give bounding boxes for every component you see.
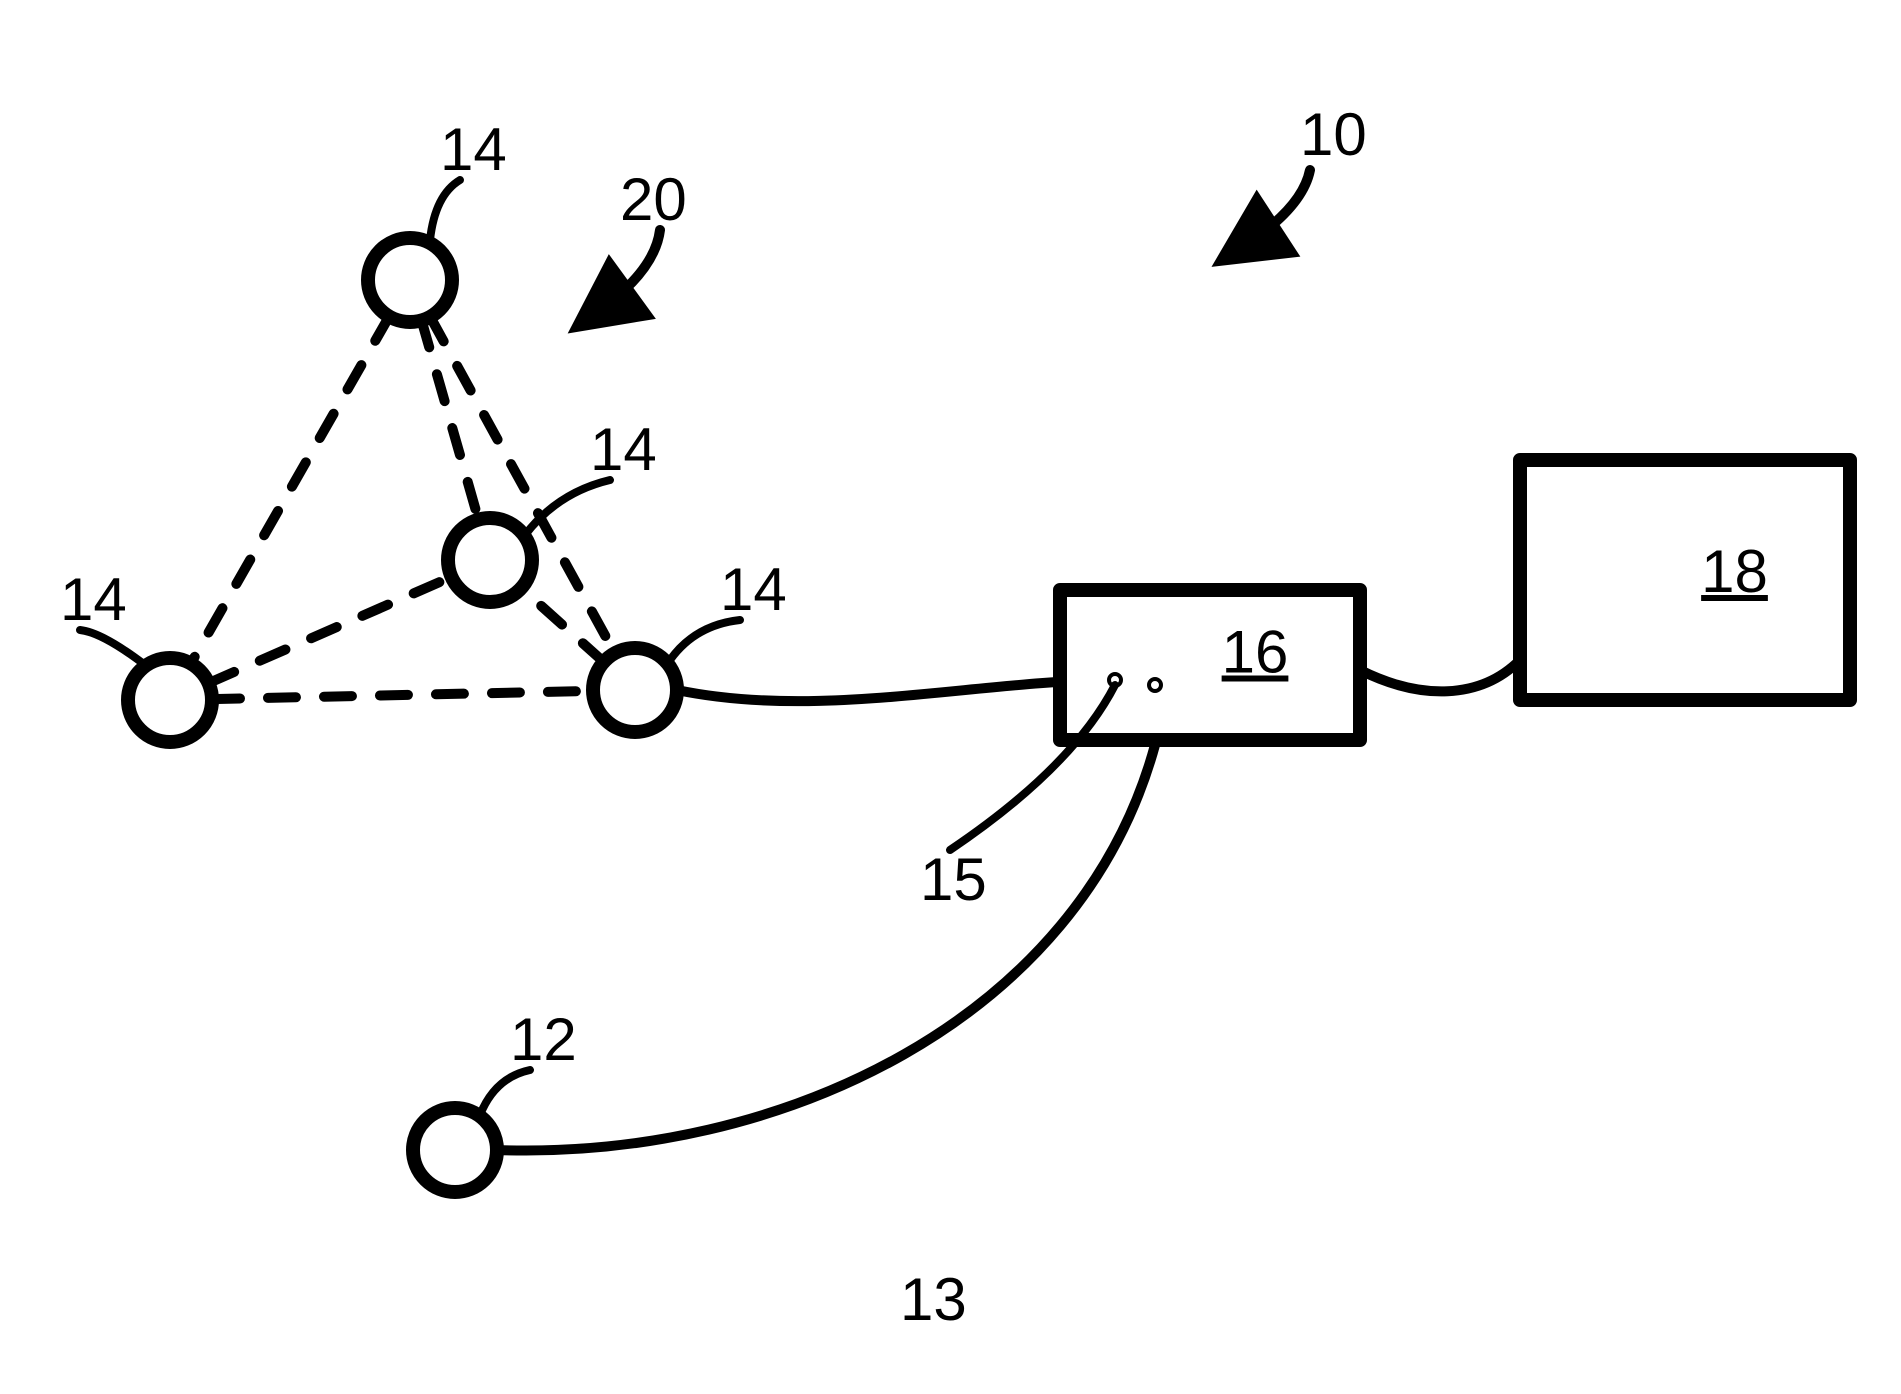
node-n_single bbox=[413, 1108, 497, 1192]
box-b16 bbox=[1060, 590, 1360, 740]
leader-line bbox=[480, 1070, 530, 1115]
dashed-edge bbox=[422, 320, 479, 519]
callout-label: 20 bbox=[620, 166, 687, 233]
dashed-edge bbox=[212, 691, 593, 699]
callout-arrows bbox=[600, 170, 1310, 310]
leader-line bbox=[430, 180, 460, 240]
callout-arrow bbox=[600, 230, 660, 310]
labels: 16 18 14 14 14 14 12 15 13 20 10 bbox=[60, 101, 1768, 1333]
node-label: 14 bbox=[720, 556, 787, 623]
node-n_center bbox=[448, 518, 532, 602]
box-label-b16: 16 bbox=[1222, 619, 1289, 686]
callout-label: 10 bbox=[1300, 101, 1367, 168]
wire bbox=[1360, 660, 1520, 691]
leader-line bbox=[670, 620, 740, 660]
dashed-edge bbox=[521, 588, 603, 662]
box-b18 bbox=[1520, 460, 1850, 700]
dashed-edge bbox=[191, 316, 389, 663]
wire bbox=[497, 745, 1155, 1151]
box-label-b18: 18 bbox=[1701, 538, 1768, 605]
wire-label: 13 bbox=[900, 1266, 967, 1333]
node-n_top bbox=[368, 238, 452, 322]
node-label: 14 bbox=[440, 116, 507, 183]
node-n_left bbox=[128, 658, 212, 742]
node-n_right bbox=[593, 648, 677, 732]
patent-diagram: 16 18 14 14 14 14 12 15 13 20 10 bbox=[0, 0, 1901, 1394]
nodes bbox=[128, 238, 677, 1192]
dashed-edge bbox=[208, 577, 451, 683]
node-label: 14 bbox=[60, 566, 127, 633]
leader-line bbox=[80, 630, 145, 665]
wire bbox=[677, 680, 1115, 701]
node-label: 12 bbox=[510, 1006, 577, 1073]
node-label: 14 bbox=[590, 416, 657, 483]
leader-line bbox=[525, 480, 610, 535]
callout-arrow bbox=[1245, 170, 1310, 245]
wire-label: 15 bbox=[920, 846, 987, 913]
port bbox=[1149, 679, 1161, 691]
